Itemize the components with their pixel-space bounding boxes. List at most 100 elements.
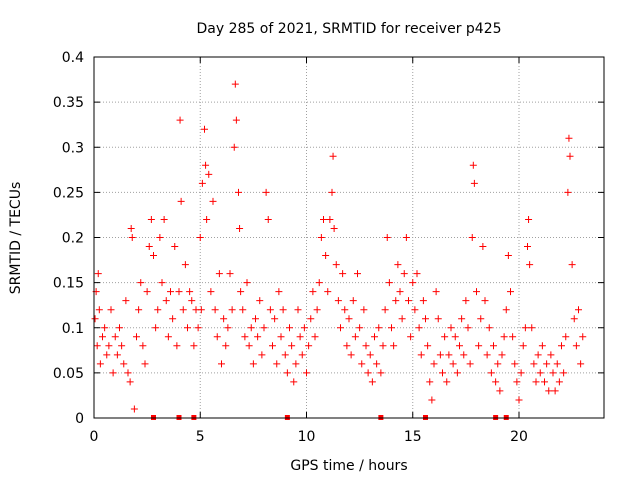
data-point	[570, 315, 578, 323]
data-point	[407, 333, 415, 341]
data-point	[553, 360, 561, 368]
data-point	[252, 315, 259, 323]
data-point	[568, 261, 576, 269]
data-point	[381, 306, 389, 314]
data-point	[186, 288, 194, 296]
data-point	[462, 297, 470, 305]
data-point	[464, 324, 472, 332]
data-point	[226, 270, 234, 278]
data-point	[162, 297, 170, 305]
data-point	[294, 306, 302, 314]
data-point	[339, 270, 347, 278]
data-point	[309, 288, 317, 296]
data-point	[575, 306, 582, 314]
data-point	[113, 351, 121, 359]
data-point	[451, 333, 459, 341]
data-point	[487, 369, 495, 377]
x-tick-label: 20	[510, 429, 528, 445]
axis-ticks: 0 0.05 0.1 0.15 0.2 0.25 0.3 0.35 0.4 0 5 10 15 20	[53, 50, 604, 445]
data-point	[494, 360, 502, 368]
data-point	[264, 215, 272, 223]
data-point	[485, 324, 493, 332]
data-point	[345, 315, 353, 323]
data-point	[171, 243, 179, 251]
data-point	[133, 333, 140, 341]
data-point	[236, 224, 244, 232]
data-point	[349, 297, 357, 305]
data-point	[534, 351, 542, 359]
data-point	[422, 315, 429, 323]
data-point	[198, 179, 206, 187]
data-point	[256, 297, 264, 305]
data-point	[164, 333, 172, 341]
data-point	[109, 369, 117, 377]
data-point	[560, 369, 568, 377]
y-tick-label: 0.35	[53, 95, 84, 111]
data-point	[281, 351, 289, 359]
data-points	[91, 80, 587, 420]
data-point	[473, 288, 480, 296]
data-point	[441, 333, 449, 341]
data-point	[530, 360, 538, 368]
data-point	[371, 333, 378, 341]
data-point	[94, 270, 102, 278]
y-tick-label: 0.15	[53, 276, 84, 292]
data-point	[572, 342, 580, 350]
data-point	[158, 279, 166, 287]
data-point	[458, 315, 466, 323]
data-point	[551, 387, 559, 395]
data-point	[430, 360, 438, 368]
data-point	[392, 297, 400, 305]
data-point	[101, 324, 109, 332]
data-point	[334, 297, 342, 305]
data-point	[466, 360, 474, 368]
data-point	[502, 306, 510, 314]
data-point	[181, 261, 189, 269]
data-point	[354, 270, 361, 278]
data-point	[96, 360, 104, 368]
data-point	[424, 342, 432, 350]
data-point	[528, 324, 536, 332]
data-point	[235, 188, 242, 196]
data-point	[137, 279, 145, 287]
data-point	[207, 288, 215, 296]
data-point	[271, 315, 279, 323]
data-point	[368, 378, 376, 386]
data-point	[470, 179, 478, 187]
data-point	[434, 315, 442, 323]
data-point	[311, 333, 319, 341]
data-point	[122, 297, 130, 305]
data-point	[202, 161, 210, 169]
data-point	[356, 324, 364, 332]
data-point	[343, 342, 351, 350]
data-point	[402, 234, 410, 241]
data-point	[130, 405, 138, 413]
data-point	[222, 342, 230, 350]
data-point	[124, 369, 132, 377]
data-point	[111, 333, 119, 341]
data-point	[507, 288, 514, 296]
data-point	[105, 342, 113, 350]
data-point	[383, 234, 391, 241]
data-point	[160, 215, 168, 223]
data-point	[477, 315, 485, 323]
data-point	[179, 306, 187, 314]
data-point	[521, 324, 529, 332]
data-point	[475, 342, 483, 350]
data-point	[411, 306, 419, 314]
data-point	[328, 188, 336, 196]
data-point	[126, 378, 134, 386]
data-point	[273, 360, 281, 368]
data-point	[292, 360, 300, 368]
data-point	[143, 288, 151, 296]
x-tick-label: 0	[90, 429, 99, 445]
data-point	[479, 243, 487, 251]
data-point	[241, 333, 249, 341]
data-point	[93, 342, 101, 350]
data-point	[286, 324, 293, 332]
data-point	[562, 333, 570, 341]
data-point	[128, 234, 136, 241]
data-point	[385, 279, 393, 287]
data-point	[330, 224, 338, 232]
